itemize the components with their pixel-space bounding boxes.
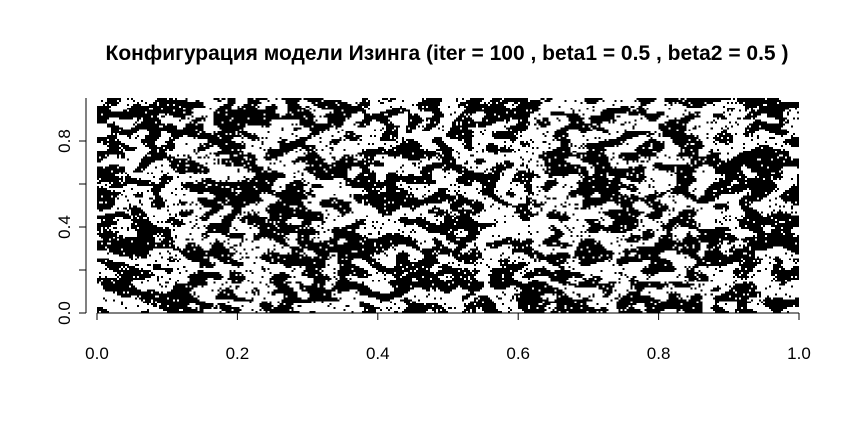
y-tick-label: 0.0 (55, 301, 74, 325)
y-tick-label: 0.8 (55, 129, 74, 153)
spin-lattice-image (97, 98, 799, 313)
x-tick-label: 0.6 (506, 344, 530, 363)
chart-title: Конфигурация модели Изинга (iter = 100 ,… (106, 42, 789, 65)
x-tick-label: 0.0 (85, 344, 109, 363)
x-tick-label: 1.0 (787, 344, 811, 363)
axes: 0.0 0.2 0.4 0.6 0.8 1.0 0.0 0.4 0.8 (55, 98, 811, 363)
x-tick-label: 0.8 (647, 344, 671, 363)
x-tick-label: 0.4 (366, 344, 390, 363)
x-tick-label: 0.2 (226, 344, 250, 363)
spin-lattice (97, 98, 799, 313)
y-tick-label: 0.4 (55, 215, 74, 239)
